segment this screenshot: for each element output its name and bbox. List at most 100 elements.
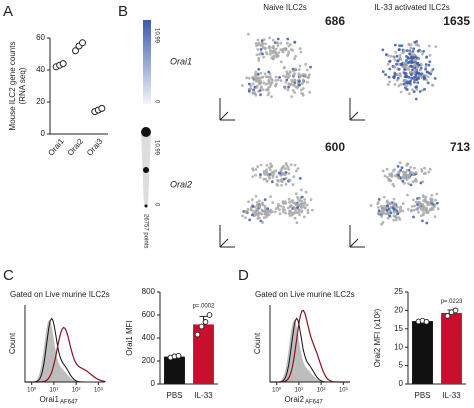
cell-dot	[415, 40, 418, 43]
cell-dot	[397, 176, 401, 180]
cell-dot	[424, 195, 428, 199]
cell-dot	[392, 214, 396, 218]
cell-dot	[276, 78, 280, 82]
cell-dot	[244, 211, 248, 214]
cell-dot	[419, 66, 423, 70]
cell-dot	[251, 92, 255, 95]
cell-dot	[301, 82, 304, 85]
cell-dot	[424, 67, 427, 71]
cell-dot	[434, 45, 438, 48]
cell-dot	[428, 53, 432, 57]
hist-gray	[270, 319, 350, 382]
cell-dot	[396, 59, 399, 63]
cell-dot	[287, 172, 291, 175]
cell-dot	[286, 165, 290, 169]
cell-dot	[408, 82, 412, 85]
cell-dot	[267, 86, 270, 90]
cell-dot	[309, 65, 312, 69]
cell-dot	[399, 169, 402, 172]
cell-dot	[409, 43, 413, 46]
cell-dot	[258, 212, 262, 215]
cell-dot	[428, 167, 432, 171]
cell-dot	[403, 171, 407, 175]
cell-dot	[271, 38, 275, 42]
cell-dot	[266, 93, 270, 97]
replicate-point	[72, 47, 79, 55]
cell-dot	[297, 72, 301, 76]
cell-dot	[402, 62, 406, 65]
cell-dot	[269, 49, 272, 52]
cell-dot	[278, 212, 282, 216]
cell-dot	[269, 75, 272, 79]
size-max: 10.99	[153, 140, 159, 156]
cell-dot	[254, 74, 258, 77]
colorbar-min: 0	[153, 100, 159, 104]
cell-dot	[406, 81, 410, 85]
panel-letter: C	[3, 267, 14, 284]
cell-dot	[369, 204, 373, 207]
cell-dot	[257, 67, 261, 71]
hist-title: Gated on Live murine ILC2s	[255, 290, 355, 299]
hist-axes	[269, 305, 350, 383]
column-label: Naive ILC2s	[263, 3, 307, 12]
y-tick-label: 0	[151, 379, 156, 388]
cell-dot	[260, 208, 264, 212]
cell-dot	[255, 79, 259, 83]
cell-dot	[262, 55, 265, 59]
cell-dot	[420, 72, 424, 75]
cell-dot	[290, 80, 294, 83]
cell-dot	[427, 203, 431, 206]
cell-dot	[426, 200, 430, 204]
cell-dot	[275, 183, 279, 186]
cell-dot	[286, 37, 290, 41]
cell-dot	[272, 44, 275, 48]
cell-dot	[240, 84, 244, 87]
cell-dot	[421, 180, 425, 183]
cell-dot	[420, 208, 423, 211]
cell-dot	[262, 171, 266, 175]
cell-count: 686	[325, 14, 345, 28]
cell-dot	[394, 50, 398, 54]
cell-dot	[279, 178, 283, 182]
size-dot	[141, 127, 151, 137]
x-tick-label: 10⁰	[27, 387, 37, 394]
replicate-point	[202, 319, 209, 325]
cell-dot	[254, 173, 257, 177]
replicate-point	[194, 331, 201, 338]
x-tick-label: 10¹	[50, 388, 59, 394]
cell-dot	[419, 181, 423, 185]
cell-dot	[260, 85, 263, 89]
cell-dot	[421, 52, 424, 56]
cell-dot	[288, 71, 292, 74]
cell-dot	[284, 48, 288, 51]
cell-dot	[275, 175, 279, 179]
cell-dot	[387, 207, 391, 211]
cell-dot	[410, 59, 413, 63]
cell-dot	[305, 68, 309, 72]
cell-dot	[282, 173, 286, 176]
cell-dot	[303, 198, 307, 201]
cell-dot	[268, 36, 272, 40]
replicate-point	[98, 104, 106, 112]
y-tick-label: 20	[36, 97, 45, 106]
cell-dot	[258, 89, 262, 92]
cell-dot	[273, 210, 277, 214]
cell-dot	[282, 205, 285, 209]
cell-dot	[410, 205, 414, 208]
cell-dot	[241, 214, 245, 218]
cell-dot	[394, 218, 398, 222]
cell-dot	[385, 167, 389, 171]
cell-dot	[303, 215, 306, 219]
replicate-point	[444, 313, 451, 319]
cell-dot	[274, 84, 277, 88]
cell-dot	[295, 202, 298, 206]
cell-dot	[390, 173, 394, 177]
cell-dot	[392, 65, 396, 69]
cell-dot	[259, 163, 263, 167]
cell-dot	[294, 209, 298, 213]
bar	[412, 321, 433, 384]
cell-dot	[264, 177, 267, 181]
cell-dot	[417, 77, 420, 80]
cell-dot	[418, 68, 422, 72]
cell-dot	[250, 198, 254, 202]
